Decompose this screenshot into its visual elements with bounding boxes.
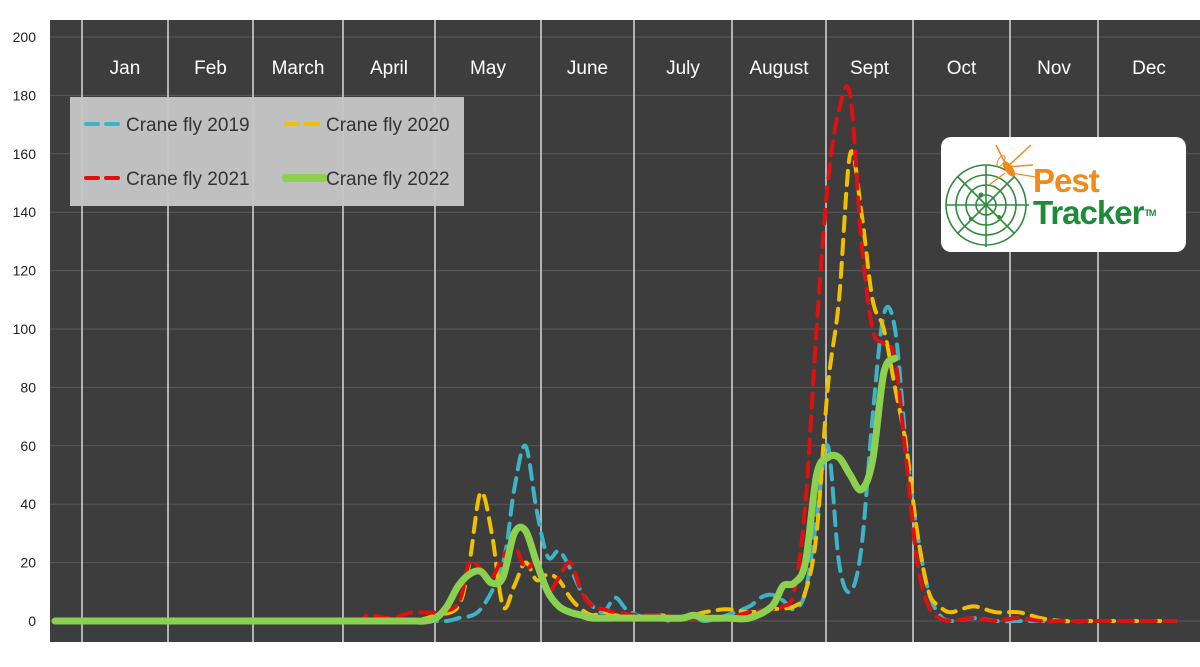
- month-label: July: [666, 58, 700, 79]
- y-tick-label: 100: [13, 321, 37, 337]
- logo-text-tracker: Tracker: [1033, 194, 1144, 231]
- month-label: April: [370, 58, 408, 79]
- radar-icon: [945, 144, 1037, 247]
- logo-text-pest: Pest: [1033, 162, 1100, 199]
- y-axis-ticks: 0 20 40 60 80 100 120 140 160 180 200: [13, 29, 37, 629]
- legend: Crane fly 2019 Crane fly 2020 Crane fly 20…: [70, 97, 464, 206]
- month-labels: Jan Feb March April May June July August Sept Oct…: [110, 58, 1166, 79]
- month-label: Oct: [947, 58, 977, 79]
- month-label: Dec: [1132, 58, 1166, 79]
- logo-trademark: TM: [1144, 208, 1156, 218]
- month-label: Jan: [110, 58, 141, 79]
- crane-fly-icon: [988, 144, 1037, 186]
- y-tick-label: 200: [13, 29, 37, 45]
- y-tick-label: 0: [28, 613, 36, 629]
- month-label: Sept: [850, 58, 890, 79]
- y-tick-label: 120: [13, 263, 37, 279]
- legend-label: Crane fly 2022: [326, 169, 450, 190]
- y-tick-label: 180: [13, 87, 37, 103]
- pest-tracker-logo: Pest TrackerTM: [941, 137, 1186, 252]
- month-label: May: [470, 58, 506, 79]
- y-tick-label: 40: [20, 496, 36, 512]
- legend-box: [70, 97, 464, 206]
- logo-wordmark: Pest TrackerTM: [1033, 162, 1156, 231]
- month-label: Feb: [194, 58, 227, 79]
- month-label: March: [272, 58, 325, 79]
- y-tick-label: 80: [20, 379, 36, 395]
- y-tick-label: 60: [20, 438, 36, 454]
- month-label: Nov: [1037, 58, 1071, 79]
- series-lines: [51, 84, 1177, 625]
- y-tick-label: 160: [13, 146, 37, 162]
- legend-label: Crane fly 2020: [326, 115, 450, 136]
- legend-label: Crane fly 2019: [126, 115, 250, 136]
- series-line-4: [51, 354, 899, 625]
- y-tick-label: 20: [20, 555, 36, 571]
- month-label: August: [749, 58, 809, 79]
- month-label: June: [567, 58, 608, 79]
- legend-label: Crane fly 2021: [126, 169, 250, 190]
- y-tick-label: 140: [13, 204, 37, 220]
